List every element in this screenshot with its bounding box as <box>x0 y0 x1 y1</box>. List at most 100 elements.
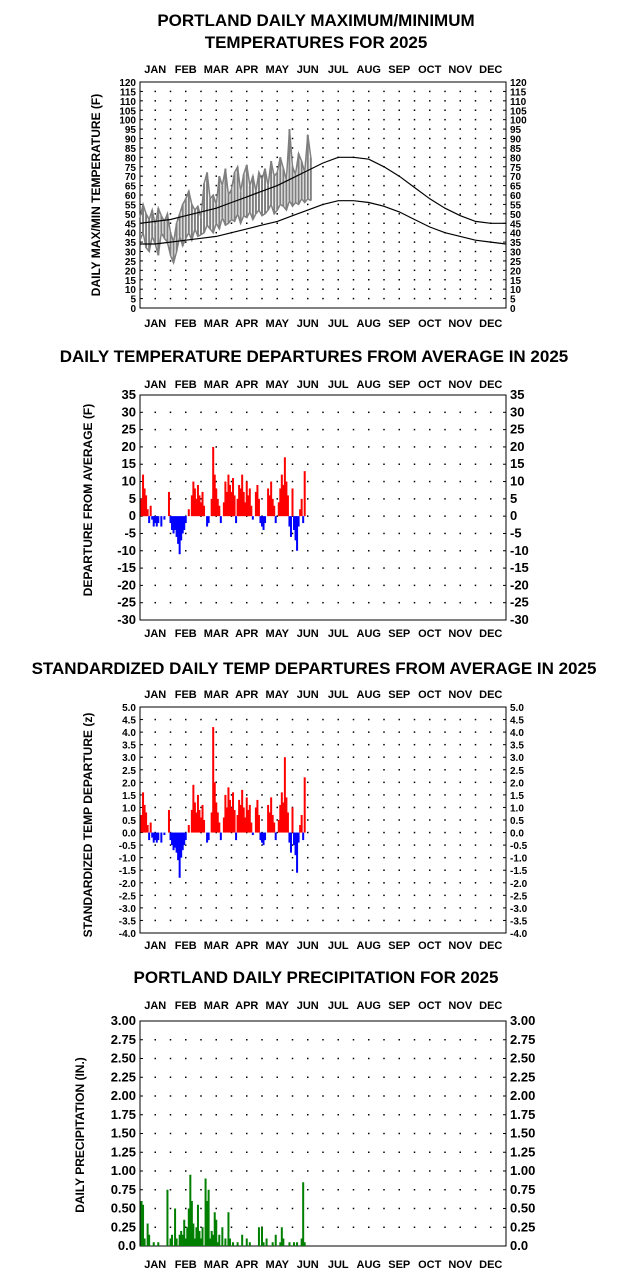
grid-dot <box>200 584 202 587</box>
grid-dot <box>291 109 294 111</box>
grid-dot <box>230 794 233 796</box>
grid-dot <box>413 907 416 909</box>
grid-dot <box>276 222 278 224</box>
negative-departure-bar <box>155 832 158 843</box>
month-label-bottom: MAY <box>266 940 290 952</box>
grid-dot <box>352 137 355 140</box>
positive-departure-bar <box>283 757 286 833</box>
y-tick-label-right: -3.0 <box>510 904 528 915</box>
grid-dot <box>261 550 263 552</box>
grid-dot <box>291 601 294 604</box>
positive-departure-bar <box>224 481 227 517</box>
grid-dot <box>246 532 248 535</box>
grid-dot <box>429 1226 431 1228</box>
grid-dot <box>246 743 248 746</box>
precip-bar <box>201 1227 204 1246</box>
grid-dot <box>276 297 278 300</box>
month-label-bottom: JAN <box>144 318 166 330</box>
precip-bar <box>187 1208 190 1246</box>
grid-dot <box>459 1207 461 1210</box>
grid-dot <box>154 463 156 465</box>
positive-departure-bar <box>210 498 213 517</box>
chart-title: STANDARDIZED DAILY TEMP DEPARTURES FROM … <box>32 659 597 678</box>
grid-dot <box>169 203 172 206</box>
positive-departure-bar <box>230 807 233 833</box>
grid-dot <box>474 118 477 121</box>
grid-dot <box>413 1114 416 1116</box>
grid-dot <box>444 718 446 721</box>
grid-dot <box>429 269 431 272</box>
grid-dot <box>276 806 278 809</box>
grid-dot <box>200 288 202 290</box>
y-axis-label: DAILY PRECIPITATION (IN.) <box>73 1057 87 1213</box>
grid-dot <box>215 297 217 300</box>
grid-dot <box>276 118 278 121</box>
grid-dot <box>307 411 309 414</box>
grid-dot <box>261 175 263 177</box>
grid-dot <box>429 756 431 758</box>
grid-dot <box>169 856 172 859</box>
grid-dot <box>413 856 416 859</box>
grid-dot <box>352 532 355 535</box>
y-tick-label-left: 80 <box>125 153 137 164</box>
grid-dot <box>307 584 309 587</box>
grid-dot <box>276 515 278 517</box>
grid-dot <box>429 222 431 224</box>
grid-dot <box>185 250 187 253</box>
grid-dot <box>246 1076 248 1078</box>
month-label-top: JUN <box>297 64 319 76</box>
grid-dot <box>337 1039 339 1041</box>
negative-departure-bar <box>169 832 172 841</box>
grid-dot <box>215 601 217 604</box>
positive-departure-bar <box>201 804 204 833</box>
grid-dot <box>322 819 324 821</box>
grid-dot <box>490 1226 492 1228</box>
grid-dot <box>154 147 156 149</box>
grid-dot <box>246 567 248 569</box>
grid-dot <box>291 446 294 448</box>
grid-dot <box>368 601 370 604</box>
grid-dot <box>337 1207 339 1210</box>
grid-dot <box>246 128 248 130</box>
positive-departure-bar <box>256 799 259 833</box>
grid-dot <box>337 480 339 483</box>
positive-departure-bar <box>146 509 149 517</box>
grid-dot <box>352 203 355 206</box>
grid-dot <box>413 1057 416 1060</box>
y-tick-label-right: 100 <box>510 116 527 127</box>
y-tick-label-left: 1.75 <box>111 1107 136 1122</box>
month-label-bottom: MAR <box>204 1259 229 1271</box>
y-axis-label: DEPARTURE FROM AVERAGE (F) <box>81 404 95 596</box>
grid-dot <box>307 1039 309 1041</box>
grid-dot <box>230 769 233 771</box>
grid-dot <box>368 166 370 168</box>
grid-dot <box>169 156 172 159</box>
grid-dot <box>413 260 416 262</box>
grid-dot <box>246 1039 248 1041</box>
month-label-top: SEP <box>388 379 410 391</box>
grid-dot <box>154 1095 156 1097</box>
grid-dot <box>215 1076 217 1078</box>
grid-dot <box>185 1170 187 1172</box>
y-tick-label-right: -25 <box>510 595 529 610</box>
positive-departure-bar <box>143 804 146 833</box>
grid-dot <box>474 550 477 552</box>
grid-dot <box>154 269 156 272</box>
y-tick-label-right: -3.5 <box>510 916 528 927</box>
grid-dot <box>474 781 477 784</box>
grid-dot <box>368 411 370 414</box>
grid-dot <box>459 907 461 909</box>
grid-dot <box>368 446 370 448</box>
grid-dot <box>185 718 187 721</box>
precip-bar <box>198 1231 201 1246</box>
grid-dot <box>291 781 294 784</box>
precip-bar <box>274 1234 277 1246</box>
month-label-bottom: DEC <box>479 318 502 330</box>
grid-dot <box>474 743 477 746</box>
grid-dot <box>383 463 385 465</box>
grid-dot <box>246 1057 248 1060</box>
grid-dot <box>337 794 339 796</box>
grid-dot <box>413 137 416 140</box>
grid-dot <box>215 769 217 771</box>
grid-dot <box>383 297 385 300</box>
